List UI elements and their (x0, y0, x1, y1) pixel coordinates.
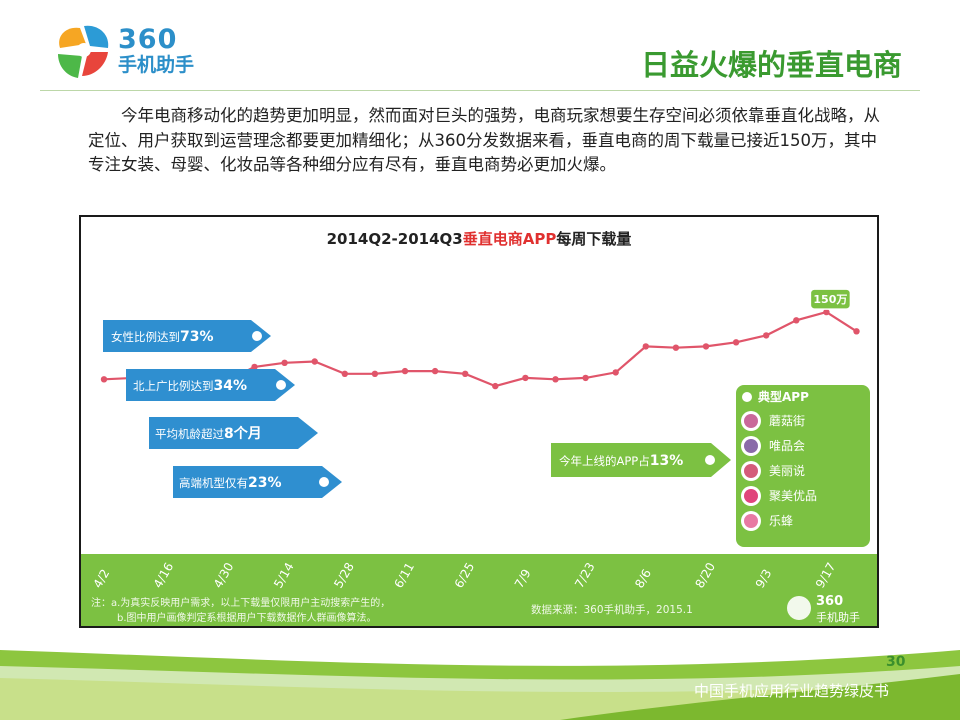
data-point-5-7 (251, 363, 258, 371)
app-name-vipshop: 唯品会 (769, 439, 805, 453)
data-point-7-23 (582, 374, 589, 382)
callout-female-dot (252, 331, 262, 341)
svg-text:平均机龄超过8个月: 平均机龄超过8个月 (155, 425, 262, 442)
callout-tier1: 北上广比例达到34% (126, 369, 295, 401)
svg-text:高端机型仅有23%: 高端机型仅有23% (179, 475, 282, 491)
data-point-5-14 (281, 359, 288, 366)
callout-new-apps-text: 今年上线的APP占 (559, 454, 650, 468)
typical-app-bullet (742, 392, 752, 402)
callout-female-text: 女性比例达到 (111, 330, 180, 344)
logo-text: 360 手机助手 (118, 24, 248, 77)
data-point-7-16 (552, 376, 559, 383)
app-jumei: 聚美优品 (741, 486, 817, 506)
callout-device-age-arrow (149, 417, 318, 449)
data-point-4-2 (100, 376, 108, 383)
callout-highend-text: 高端机型仅有 (179, 476, 248, 490)
peak-label-bg (809, 288, 852, 310)
data-point-9-3 (763, 332, 770, 339)
app-name-mogujie: 蘑菇街 (769, 414, 805, 428)
intro-paragraph: 今年电商移动化的趋势更加明显，然而面对巨头的强势，电商玩家想要生存空间必须依靠垂… (88, 106, 880, 174)
download-chart: 2014Q2-2014Q3垂直电商APP每周下载量 4/2 4/16 4/30 5/1… (81, 230, 877, 626)
app-name-meilishuo: 美丽说 (769, 463, 805, 478)
svg-text:今年上线的APP占13%: 今年上线的APP占13% (559, 453, 683, 469)
logo-number: 360 (118, 24, 178, 55)
data-point-7-9 (522, 374, 529, 382)
app-name-jumei: 聚美优品 (769, 489, 817, 503)
callout-highend-value: 23% (248, 475, 282, 491)
callout-device-age-value: 8个月 (224, 425, 262, 442)
data-point-7-2 (492, 382, 499, 390)
logo-name: 手机助手 (118, 54, 195, 76)
watermark-logo-number: 360 (816, 594, 843, 609)
footer-title: 中国手机应用行业趋势绿皮书 (694, 682, 890, 700)
title-divider (40, 90, 920, 91)
callout-device-age: 平均机龄超过8个月 (149, 417, 318, 449)
data-point-8-6 (642, 343, 649, 350)
chart-title-part1: 2014Q2-2014Q3 (327, 230, 463, 248)
callout-highend: 高端机型仅有23% (173, 466, 342, 498)
x-axis-band (81, 554, 877, 626)
callout-tier1-value: 34% (214, 378, 248, 394)
svg-text:女性比例达到73%: 女性比例达到73% (111, 329, 214, 345)
chart-title-part3: 每周下载量 (556, 230, 631, 248)
chart-title-part2: 垂直电商APP (463, 230, 557, 248)
callout-tier1-arrow (126, 369, 295, 401)
typical-app-panel-bg (736, 385, 870, 547)
data-point-8-13 (672, 344, 680, 351)
app-name-lefeng: 乐蜂 (769, 514, 793, 528)
callout-tier1-text: 北上广比例达到 (133, 379, 214, 393)
app-lefeng: 乐蜂 (741, 511, 793, 531)
data-point-7-30 (612, 369, 619, 376)
callout-new-apps-value: 13% (650, 453, 684, 469)
typical-app-panel: 典型APP 蘑菇街 唯品会 美丽说 聚美优品 乐蜂 (736, 385, 870, 547)
app-meilishuo: 美丽说 (741, 461, 805, 481)
callout-new-apps-arrow (551, 443, 731, 477)
note-line-2: b.图中用户画像判定系根据用户下载数据作人群画像算法。 (117, 611, 377, 624)
data-point-8-27 (732, 339, 740, 346)
callout-tier1-dot (276, 380, 286, 390)
callout-female: 女性比例达到73% (103, 320, 271, 352)
data-point-6-4 (371, 370, 379, 377)
callout-new-apps: 今年上线的APP占13% (551, 443, 731, 477)
watermark-logo: 360 手机助手 (787, 594, 860, 624)
app-vipshop: 唯品会 (741, 436, 805, 456)
callout-device-age-text: 平均机龄超过 (155, 427, 224, 441)
callout-highend-dot (319, 477, 329, 487)
data-point-9-10 (793, 317, 800, 324)
peak-label-text: 150万 (813, 293, 847, 306)
data-point-9-24 (853, 328, 860, 335)
peak-label: 150万 (809, 288, 852, 310)
data-point-5-21 (311, 358, 318, 365)
watermark-logo-name: 手机助手 (816, 610, 860, 624)
data-point-8-20 (702, 343, 710, 350)
data-point-6-18 (431, 367, 439, 375)
callout-highend-arrow (173, 466, 342, 498)
callout-female-arrow (103, 320, 271, 352)
chart-title: 2014Q2-2014Q3垂直电商APP每周下载量 (327, 230, 632, 248)
logo-360-icon (58, 25, 109, 78)
app-mogujie: 蘑菇街 (741, 411, 805, 431)
svg-text:北上广比例达到34%: 北上广比例达到34% (133, 378, 247, 394)
chart-frame (79, 215, 879, 628)
data-point-9-17 (823, 308, 830, 316)
page-number: 30 (886, 654, 906, 670)
watermark-logo-icon (787, 596, 811, 620)
note-line-1: 注：a.为真实反映用户需求，以上下载量仅限用户主动搜索产生的， (91, 596, 390, 609)
callout-female-value: 73% (180, 329, 214, 345)
callout-new-apps-dot (705, 455, 715, 465)
page-title: 日益火爆的垂直电商 (640, 48, 902, 82)
typical-app-title: 典型APP (758, 389, 809, 404)
data-point-6-25 (462, 370, 469, 377)
data-point-6-11 (401, 367, 409, 375)
data-point-5-28 (341, 370, 348, 377)
data-source: 数据来源：360手机助手，2015.1 (531, 603, 693, 616)
bottom-decoration (0, 650, 960, 720)
